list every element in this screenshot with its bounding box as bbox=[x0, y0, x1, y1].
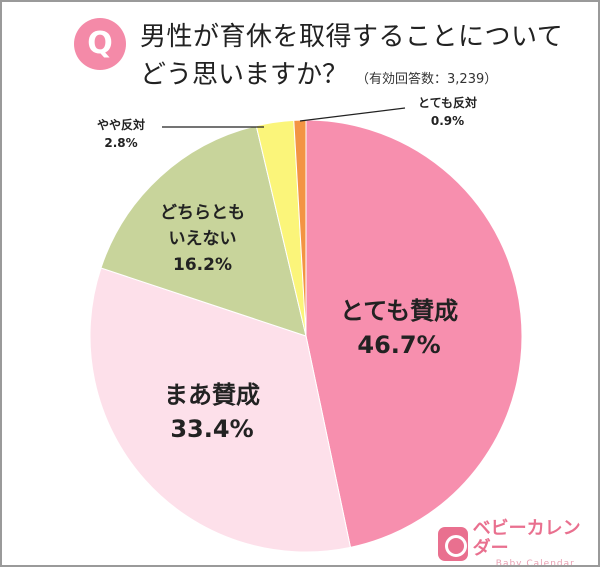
response-count: （有効回答数：3,239） bbox=[356, 72, 498, 87]
logo-text: ベビーカレンダー Baby Calendar bbox=[472, 518, 598, 567]
logo-jp: ベビーカレンダー bbox=[472, 518, 581, 559]
pie-slice bbox=[305, 119, 523, 548]
label-totemo-sansei-name: とても賛成 bbox=[340, 297, 459, 325]
label-yaya-hantai-pct: 2.8% bbox=[104, 136, 138, 150]
label-maa-sansei-name: まあ賛成 bbox=[164, 381, 260, 409]
pie-slice bbox=[89, 267, 352, 553]
label-dochira: どちらとも いえない 16.2% bbox=[160, 200, 245, 278]
question-badge: Q bbox=[74, 18, 126, 70]
label-totemo-sansei: とても賛成 46.7% bbox=[340, 294, 458, 362]
chart-title-line2-text: どう思いますか？ bbox=[140, 60, 349, 90]
leader-line-totemo-hantai bbox=[299, 107, 406, 122]
label-maa-sansei-pct: 33.4% bbox=[170, 415, 254, 443]
label-dochira-line2: いえない bbox=[168, 229, 237, 249]
label-totemo-hantai-name: とても反対 bbox=[418, 96, 478, 110]
label-yaya-hantai: やや反対 2.8% bbox=[97, 116, 145, 152]
label-totemo-hantai-pct: 0.9% bbox=[430, 114, 465, 128]
label-totemo-hantai: とても反対 0.9% bbox=[418, 94, 477, 130]
pie-slices bbox=[89, 119, 523, 553]
label-dochira-line1: どちらとも bbox=[160, 203, 245, 223]
chart-title-line1: 男性が育休を取得することについて bbox=[140, 22, 564, 52]
chart-title-line2: どう思いますか？ （有効回答数：3,239） bbox=[140, 54, 497, 91]
label-totemo-sansei-pct: 46.7% bbox=[357, 331, 441, 359]
logo-en: Baby Calendar bbox=[495, 559, 575, 567]
label-maa-sansei: まあ賛成 33.4% bbox=[164, 378, 260, 446]
pie-slice bbox=[100, 125, 307, 337]
label-dochira-pct: 16.2% bbox=[173, 255, 232, 275]
baby-calendar-logo: ベビーカレンダー Baby Calendar bbox=[438, 518, 598, 567]
calendar-icon bbox=[438, 527, 468, 561]
label-yaya-hantai-name: やや反対 bbox=[97, 118, 146, 132]
